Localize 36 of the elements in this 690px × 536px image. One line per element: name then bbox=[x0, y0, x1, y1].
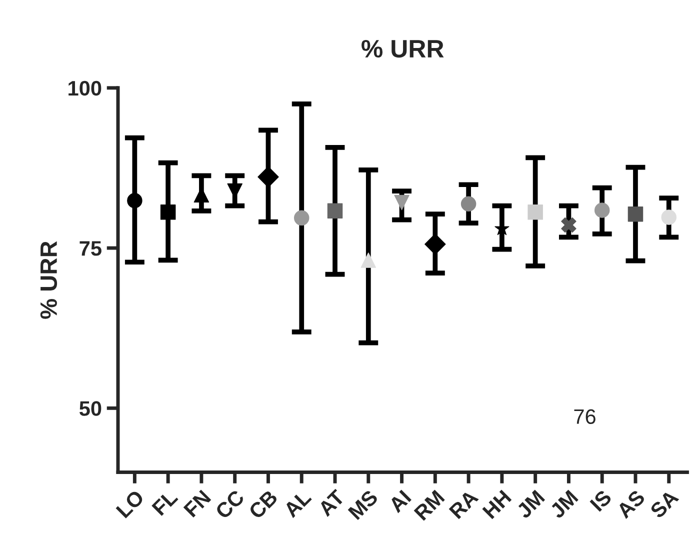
y-axis-title: % URR bbox=[40, 241, 58, 319]
x-tick-label: FL bbox=[152, 489, 178, 516]
x-tick-label: SA bbox=[649, 488, 680, 520]
x-tick-label: MS bbox=[348, 489, 379, 520]
y-tick-label: 75 bbox=[80, 241, 102, 256]
point bbox=[424, 234, 446, 255]
x-tick-label: HH bbox=[482, 490, 512, 520]
point bbox=[160, 204, 176, 220]
point bbox=[460, 196, 476, 212]
x-tick-label: FN bbox=[183, 490, 212, 518]
x-tick-label: IS bbox=[590, 489, 612, 512]
point bbox=[127, 193, 142, 208]
y-tick-label: 50 bbox=[79, 401, 102, 416]
annotation: 76 bbox=[574, 409, 596, 424]
x-tick-label: JM bbox=[516, 490, 546, 520]
point bbox=[327, 203, 343, 219]
point bbox=[594, 202, 610, 218]
point bbox=[661, 210, 677, 225]
point bbox=[528, 204, 543, 220]
x-tick-label: LO bbox=[116, 489, 145, 518]
point bbox=[294, 210, 310, 226]
y-tick-label: 100 bbox=[68, 80, 102, 96]
point bbox=[561, 217, 576, 233]
x-tick-label: CB bbox=[248, 489, 278, 520]
chart-title: % URR bbox=[362, 40, 444, 58]
point bbox=[360, 252, 376, 268]
x-tick-label: JM bbox=[549, 490, 579, 520]
x-tick-label: AL bbox=[282, 489, 312, 518]
x-tick-label: AT bbox=[317, 488, 346, 518]
x-tick-label: RA bbox=[448, 489, 479, 520]
point bbox=[394, 194, 410, 210]
x-tick-label: AS bbox=[616, 489, 646, 520]
x-tick-label: RM bbox=[414, 490, 445, 521]
point bbox=[628, 206, 644, 222]
x-tick-label: AI bbox=[388, 490, 412, 514]
x-tick-label: CC bbox=[214, 488, 246, 520]
